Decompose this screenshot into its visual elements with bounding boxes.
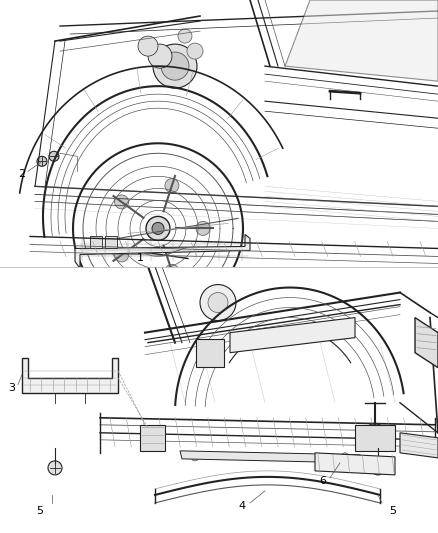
- Polygon shape: [105, 237, 117, 248]
- Circle shape: [371, 461, 385, 475]
- Polygon shape: [230, 318, 355, 353]
- Circle shape: [146, 216, 170, 240]
- Text: 4: 4: [238, 501, 246, 511]
- Text: 5: 5: [36, 506, 43, 516]
- Polygon shape: [75, 235, 250, 269]
- Circle shape: [49, 151, 59, 161]
- Circle shape: [153, 44, 197, 88]
- Polygon shape: [285, 0, 438, 81]
- Polygon shape: [140, 425, 165, 451]
- Circle shape: [138, 36, 158, 56]
- Polygon shape: [355, 425, 395, 451]
- Text: 2: 2: [18, 169, 25, 179]
- Polygon shape: [400, 433, 438, 458]
- Circle shape: [187, 43, 203, 59]
- Text: 1: 1: [137, 254, 144, 263]
- Circle shape: [363, 424, 387, 448]
- Circle shape: [161, 52, 189, 80]
- Circle shape: [37, 156, 47, 166]
- Circle shape: [165, 179, 179, 192]
- Circle shape: [208, 293, 228, 312]
- Text: 5: 5: [389, 506, 396, 516]
- Circle shape: [196, 221, 210, 236]
- Text: 6: 6: [319, 476, 326, 486]
- Circle shape: [115, 248, 129, 262]
- Circle shape: [178, 29, 192, 43]
- Circle shape: [200, 285, 236, 321]
- Polygon shape: [22, 358, 118, 393]
- Circle shape: [369, 430, 381, 442]
- Polygon shape: [415, 318, 438, 368]
- Circle shape: [191, 453, 199, 461]
- Circle shape: [115, 195, 129, 209]
- Text: 3: 3: [8, 383, 15, 393]
- Circle shape: [48, 461, 62, 475]
- Polygon shape: [90, 237, 102, 248]
- Circle shape: [341, 453, 349, 461]
- Polygon shape: [315, 453, 395, 475]
- Circle shape: [165, 264, 179, 278]
- Circle shape: [152, 222, 164, 235]
- Circle shape: [148, 44, 172, 68]
- Polygon shape: [180, 451, 360, 463]
